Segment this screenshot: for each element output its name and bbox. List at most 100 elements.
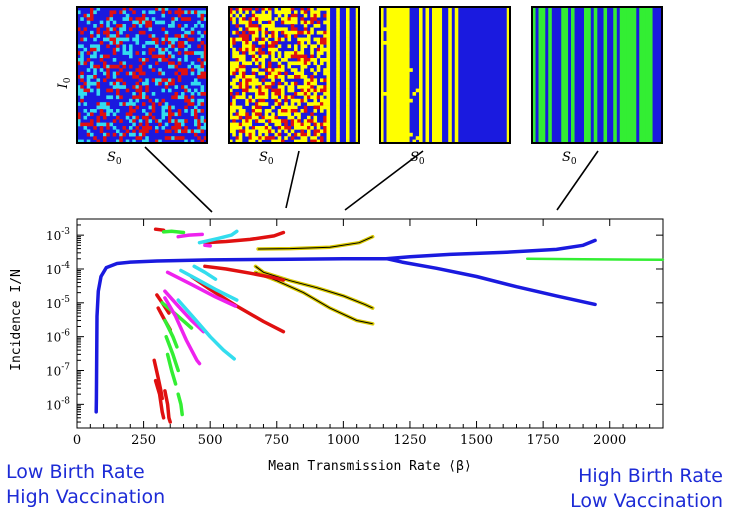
panel-cell — [261, 30, 266, 35]
panel-cell — [336, 85, 340, 89]
panel-cell — [300, 109, 305, 113]
panel-cell — [83, 61, 88, 66]
panel-cell — [287, 95, 292, 100]
panel-cell — [145, 20, 149, 25]
panel-cell — [355, 102, 360, 106]
panel-cell — [238, 20, 243, 25]
panel-cell — [229, 122, 233, 127]
panel-cell — [310, 78, 314, 83]
panel-cell — [238, 75, 243, 79]
panel-cell — [251, 27, 256, 32]
panel-cell — [316, 37, 321, 42]
panel-cell — [90, 88, 94, 93]
panel-cell — [355, 47, 360, 52]
panel-cell — [197, 68, 201, 72]
panel-cell — [281, 17, 285, 21]
panel-cell — [406, 75, 410, 79]
panel-cell — [268, 44, 272, 49]
panel-cell — [284, 13, 288, 18]
panel-cell — [90, 30, 94, 35]
panel-cell — [245, 75, 249, 79]
panel-cell — [200, 68, 205, 72]
panel-cell — [346, 20, 350, 25]
panel-cell — [310, 102, 314, 106]
panel-cell — [119, 24, 123, 28]
panel-cell — [232, 51, 236, 55]
panel-cell — [142, 109, 146, 113]
y-tick-label: 10-3 — [46, 227, 70, 243]
curve-17 — [160, 301, 194, 330]
panel-cell — [287, 37, 292, 42]
panel-cell — [294, 122, 298, 127]
panel-cell — [346, 112, 350, 117]
panel-cell — [148, 10, 153, 15]
panel-cell — [307, 122, 311, 127]
panel-cell — [320, 41, 324, 45]
panel-cell — [336, 58, 340, 62]
panel-cell — [255, 47, 259, 52]
panel-cell — [129, 7, 133, 11]
panel-cell — [290, 95, 295, 100]
panel-cell — [251, 81, 256, 86]
panel-cell — [232, 20, 236, 25]
panel-cell — [203, 44, 208, 49]
panel-cell — [258, 81, 262, 86]
panel-cell — [96, 78, 101, 83]
panel-cell — [264, 109, 269, 113]
panel-cell — [177, 51, 182, 55]
panel-cell — [245, 47, 249, 52]
panel-cell — [158, 81, 162, 86]
panel-cell — [258, 64, 262, 69]
panel-cell — [284, 119, 288, 123]
panel-cell — [290, 115, 295, 120]
panel-cell — [251, 10, 256, 15]
panel-cell — [109, 27, 114, 32]
panel-cell — [346, 92, 350, 96]
panel-cell — [232, 47, 236, 52]
panel-cell — [316, 64, 321, 69]
panel-cell — [261, 64, 266, 69]
panel-cell — [310, 75, 314, 79]
panel-stripe — [642, 7, 647, 143]
panel-cell — [96, 119, 101, 123]
panel-cell — [181, 10, 185, 15]
panel-cell — [145, 78, 149, 83]
panel-cell — [264, 13, 269, 18]
panel-cell — [90, 34, 94, 38]
panel-cell — [294, 44, 298, 49]
panel-cell — [174, 71, 179, 76]
panel-cell — [290, 98, 295, 103]
panel-cell — [307, 115, 311, 120]
panel-cell — [323, 20, 327, 25]
panel-cell — [155, 20, 159, 25]
panel-cell — [83, 13, 88, 18]
panel-cell — [313, 109, 318, 113]
panel-cell — [336, 75, 340, 79]
panel-cell — [200, 51, 205, 55]
panel-cell — [138, 136, 143, 140]
panel-cell — [148, 64, 153, 69]
panel-cell — [190, 68, 195, 72]
panel-cell — [138, 92, 143, 96]
panel-cell — [200, 115, 205, 120]
panel-cell — [258, 41, 262, 45]
panel-cell — [248, 17, 253, 21]
panel-cell — [284, 109, 288, 113]
panel-cell — [86, 139, 91, 144]
panel-cell — [310, 54, 314, 59]
panel-cell — [274, 102, 279, 106]
panel-cell — [194, 24, 198, 28]
panel-cell — [326, 58, 331, 62]
panel-cell — [77, 112, 81, 117]
panel-cell — [248, 136, 253, 140]
panel-cell — [132, 95, 136, 100]
panel-cell — [200, 10, 205, 15]
panel-stripe — [639, 7, 643, 143]
panel-cell — [238, 7, 243, 11]
panel-cell — [138, 78, 143, 83]
panel-cell — [132, 24, 136, 28]
panel-cell — [297, 61, 301, 66]
panel-cell — [155, 81, 159, 86]
panel-cell — [235, 58, 240, 62]
